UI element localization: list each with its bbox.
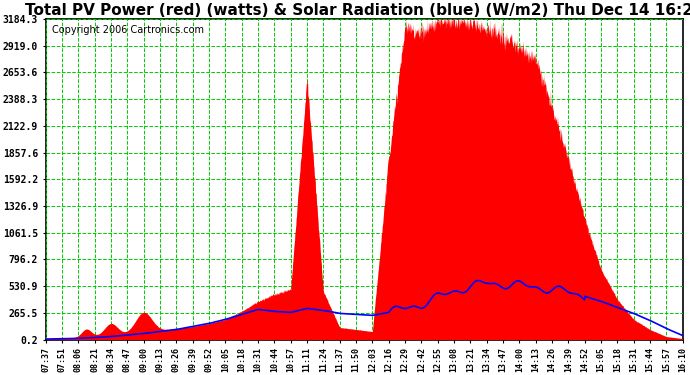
Text: Copyright 2006 Cartronics.com: Copyright 2006 Cartronics.com [52,26,204,35]
Title: Total PV Power (red) (watts) & Solar Radiation (blue) (W/m2) Thu Dec 14 16:22: Total PV Power (red) (watts) & Solar Rad… [25,3,690,18]
